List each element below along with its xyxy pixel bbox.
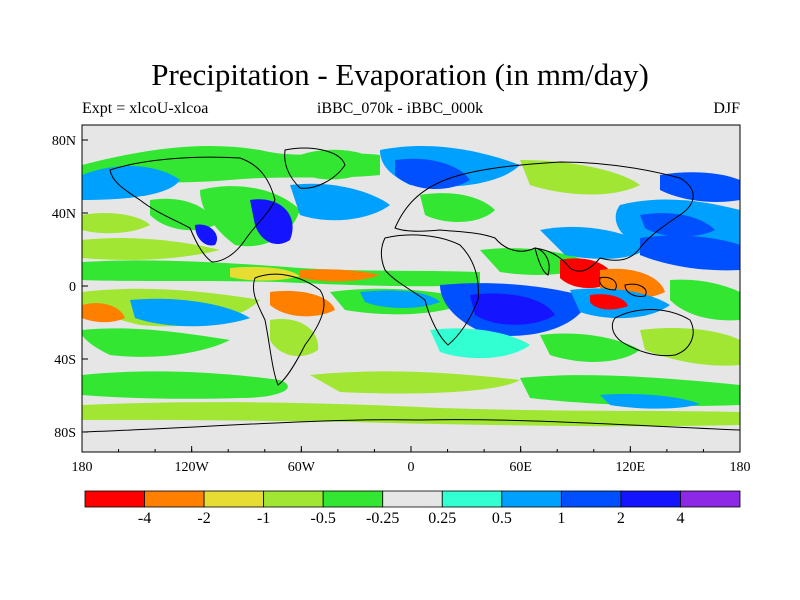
colorbar-label: 4 [676, 510, 685, 527]
axis-ticks: 180 120W 60W 0 60E 120E 180 80N 40N 0 40S 80S [52, 134, 751, 475]
y-tick-label: 0 [69, 280, 76, 295]
colorbar-swatch [501, 490, 562, 508]
y-tick-label: 40N [52, 207, 76, 222]
colorbar-swatch [84, 490, 145, 508]
colorbar-swatch [203, 490, 265, 508]
x-tick-label: 180 [72, 460, 93, 475]
x-tick-label: 180 [730, 460, 751, 475]
y-tick-label: 40S [54, 353, 76, 368]
colorbar-swatch [144, 490, 205, 508]
colorbar-swatch [620, 490, 681, 508]
x-tick-label: 60W [288, 460, 316, 475]
colorbar-swatch [560, 490, 622, 508]
colorbar-swatch [263, 490, 324, 508]
season-label: DJF [713, 100, 740, 117]
colorbar-label: 0.25 [428, 510, 457, 527]
x-tick-label: 60E [509, 460, 532, 475]
colorbar-label: 0.5 [491, 510, 512, 527]
colorbar-swatch [382, 490, 443, 508]
colorbar [84, 490, 741, 508]
colorbar-swatch [322, 490, 384, 508]
colorbar-label: -2 [197, 510, 211, 527]
map-field [82, 125, 740, 452]
colorbar-label: -1 [256, 510, 271, 527]
x-tick-label: 0 [408, 460, 415, 475]
y-tick-label: 80N [52, 134, 76, 149]
plot-title: Precipitation - Evaporation (in mm/day) [151, 57, 649, 92]
coastlines [82, 147, 740, 433]
difference-label: iBBC_070k - iBBC_000k [316, 100, 484, 117]
colorbar-label: -0.5 [310, 510, 336, 527]
x-tick-label: 120E [616, 460, 646, 475]
y-tick-label: 80S [54, 426, 76, 441]
x-tick-label: 120W [175, 460, 210, 475]
colorbar-swatch [680, 490, 741, 508]
colorbar-label: 2 [616, 510, 625, 527]
colorbar-swatch [441, 490, 503, 508]
colorbar-label: -0.25 [366, 510, 400, 527]
colorbar-label: 1 [557, 510, 566, 527]
colorbar-label: -4 [137, 510, 152, 527]
experiment-label: Expt = xlcoU-xlcoa [82, 100, 209, 117]
